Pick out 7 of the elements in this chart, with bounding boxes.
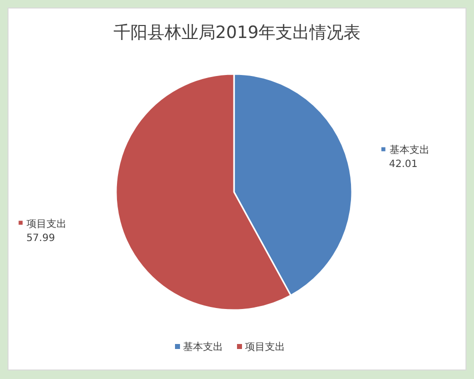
legend-label: 项目支出 — [245, 341, 285, 353]
category-label: 项目支出 — [26, 218, 67, 230]
category-label: 基本支出 — [183, 342, 223, 353]
legend-label: 基本支出 — [389, 144, 430, 156]
chart-title: 千阳县林业局2019年支出情况表 — [113, 23, 361, 43]
data-label: 57.99 — [26, 232, 55, 244]
data-label: 42.01 — [389, 159, 418, 170]
